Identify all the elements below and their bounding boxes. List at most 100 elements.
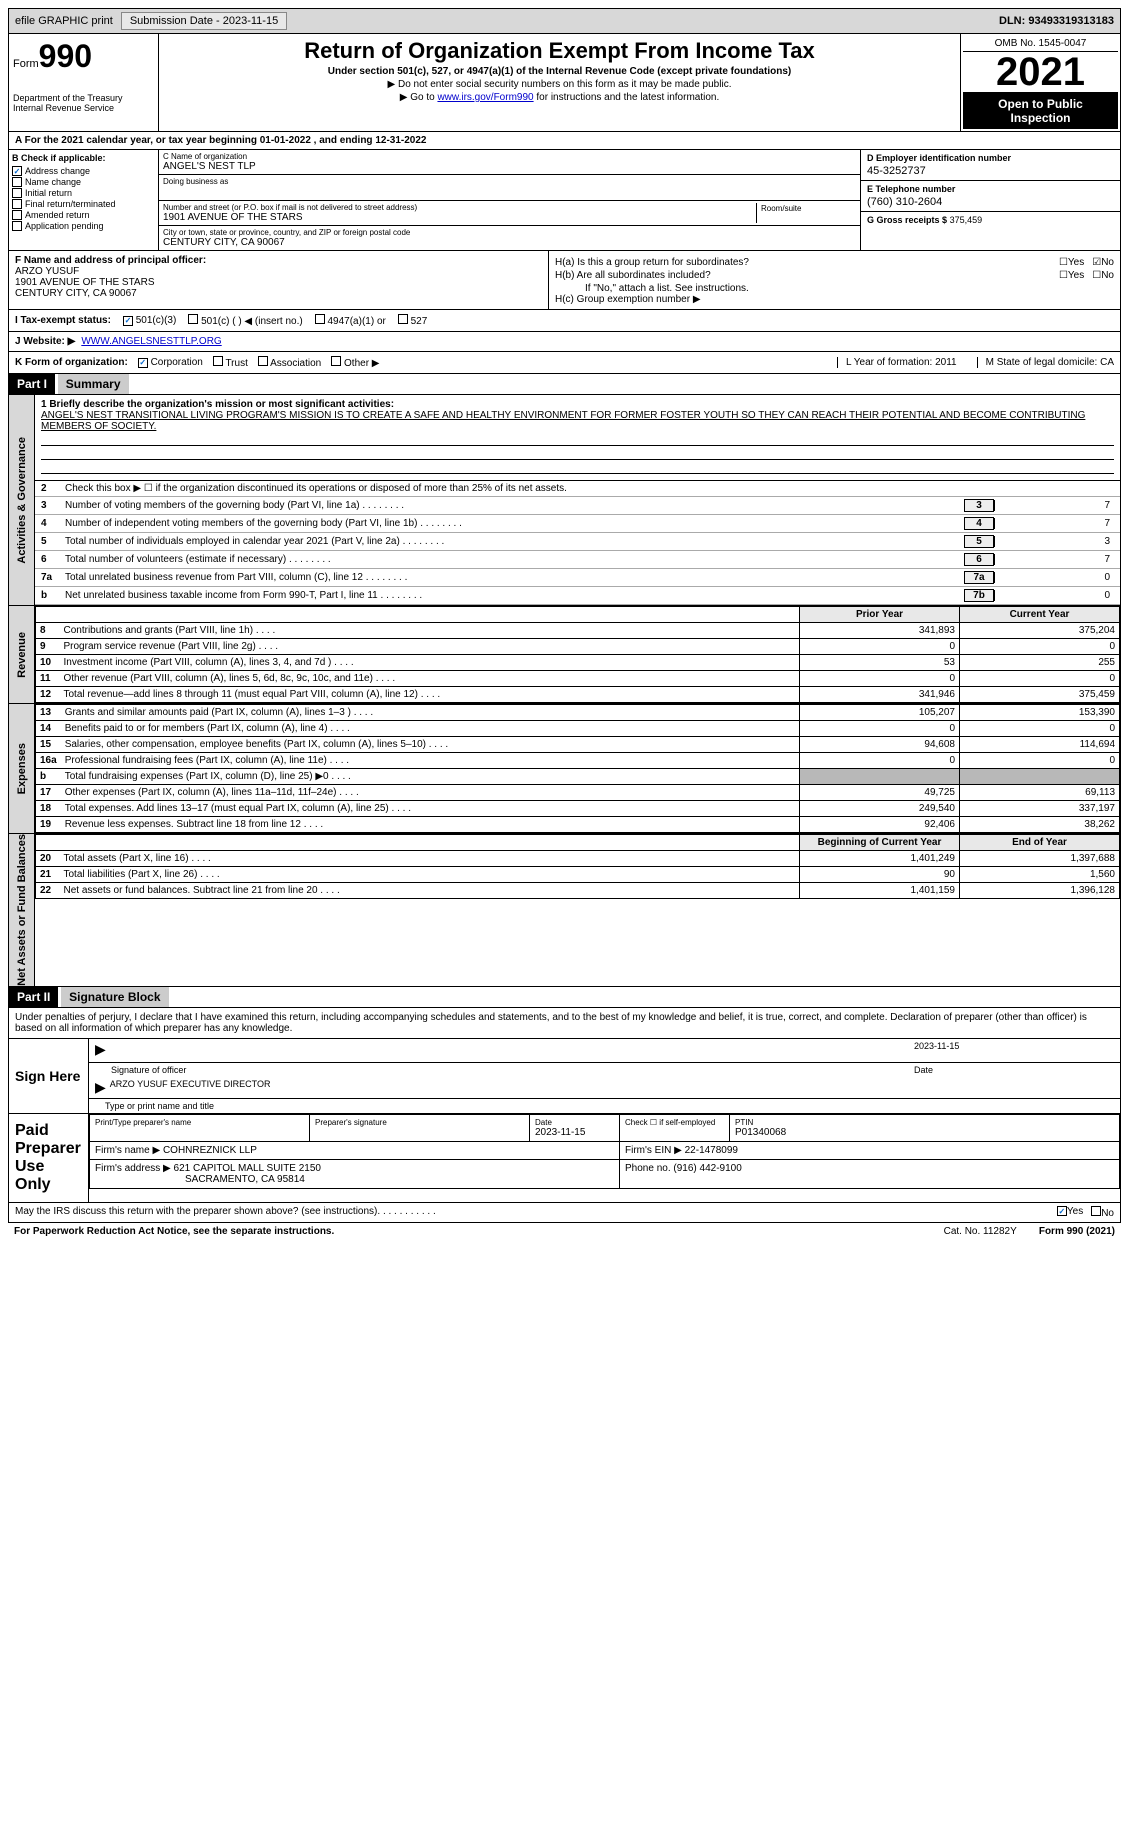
current-value: 1,560 [960,867,1120,883]
signature-block: Under penalties of perjury, I declare th… [8,1008,1121,1203]
mission-text: ANGEL'S NEST TRANSITIONAL LIVING PROGRAM… [41,410,1114,432]
line-number: 4 [41,518,65,529]
prior-value: 249,540 [800,801,960,817]
col-end: End of Year [960,835,1120,851]
line-text: Total expenses. Add lines 13–17 (must eq… [61,801,800,817]
tax-year: 2021 [963,52,1118,93]
sig-date: 2023-11-15 [914,1041,1114,1060]
line-value: 7 [994,518,1114,529]
form-prefix: Form [13,58,39,70]
room-label: Room/suite [761,204,801,213]
ptin-label: PTIN [735,1118,1114,1127]
col-current: Current Year [960,607,1120,623]
line-number: 6 [41,554,65,565]
current-value: 0 [960,753,1120,769]
prior-value: 90 [800,867,960,883]
public-inspection: Open to Public Inspection [963,93,1118,129]
line-text: Total unrelated business revenue from Pa… [65,572,960,583]
current-value: 153,390 [960,705,1120,721]
line-box: 3 [964,499,994,512]
discuss-no[interactable] [1091,1206,1101,1216]
check-trust[interactable] [213,356,223,366]
prep-name-label: Print/Type preparer's name [95,1118,304,1127]
governance-section: Activities & Governance 1 Briefly descri… [8,395,1121,606]
line-text: Net assets or fund balances. Subtract li… [60,883,800,899]
check-amended[interactable] [12,210,22,220]
check-initial-return[interactable] [12,188,22,198]
current-value: 114,694 [960,737,1120,753]
discuss-text: May the IRS discuss this return with the… [15,1206,377,1219]
discuss-yes[interactable]: ✓ [1057,1206,1067,1216]
line-number: 15 [36,737,61,753]
check-501c3[interactable]: ✓ [123,316,133,326]
prior-value: 341,893 [800,623,960,639]
irs-link[interactable]: www.irs.gov/Form990 [437,92,533,103]
line-box: 5 [964,535,994,548]
city-value: CENTURY CITY, CA 90067 [163,237,856,248]
col-prior: Prior Year [800,607,960,623]
check-527[interactable] [398,314,408,324]
check-app-pending[interactable] [12,221,22,231]
check-501c[interactable] [188,314,198,324]
firm-addr-label: Firm's address ▶ [95,1163,171,1174]
form-number: 990 [39,38,92,74]
org-name-label: C Name of organization [163,152,856,161]
hb-label: H(b) Are all subordinates included? [555,270,711,281]
website-link[interactable]: WWW.ANGELSNESTTLP.ORG [81,336,221,347]
net-assets-section: Net Assets or Fund Balances Beginning of… [8,834,1121,987]
firm-ein: 22-1478099 [685,1145,738,1156]
revenue-section: Revenue Prior YearCurrent Year 8Contribu… [8,606,1121,704]
line-number: 20 [36,851,60,867]
prior-value: 0 [800,671,960,687]
line-text: Net unrelated business taxable income fr… [65,590,960,601]
side-expenses: Expenses [16,743,28,794]
line-number: 22 [36,883,60,899]
line-number: 3 [41,500,65,511]
current-value: 337,197 [960,801,1120,817]
submission-date-button[interactable]: Submission Date - 2023-11-15 [121,12,287,30]
line-number: 18 [36,801,61,817]
form-header: Form990 Department of the Treasury Inter… [8,34,1121,132]
officer-addr1: 1901 AVENUE OF THE STARS [15,277,542,288]
col-begin: Beginning of Current Year [800,835,960,851]
part1-header: Part I [9,374,55,394]
line-number: b [41,590,65,601]
ptin-value: P01340068 [735,1127,1114,1138]
current-value: 375,459 [960,687,1120,703]
expenses-section: Expenses 13Grants and similar amounts pa… [8,704,1121,834]
check-corp[interactable]: ✓ [138,358,148,368]
part2-title: Signature Block [61,987,168,1007]
current-value: 0 [960,671,1120,687]
current-value: 375,204 [960,623,1120,639]
prior-value: 0 [800,753,960,769]
footer-line: For Paperwork Reduction Act Notice, see … [8,1223,1121,1240]
calendar-year-line: A For the 2021 calendar year, or tax yea… [8,132,1121,150]
check-final-return[interactable] [12,199,22,209]
check-assoc[interactable] [258,356,268,366]
line-text: Total number of volunteers (estimate if … [65,554,960,565]
note2-pre: ▶ Go to [400,92,438,103]
line-text: Grants and similar amounts paid (Part IX… [61,705,800,721]
line-text: Benefits paid to or for members (Part IX… [61,721,800,737]
line-text: Revenue less expenses. Subtract line 18 … [61,817,800,833]
arrow-icon: ▶ [95,1079,106,1096]
line-text: Total fundraising expenses (Part IX, col… [61,769,800,785]
check-name-change[interactable] [12,177,22,187]
form-note1: ▶ Do not enter social security numbers o… [163,79,956,90]
check-4947[interactable] [315,314,325,324]
form-of-org-row: K Form of organization: ✓ Corporation Tr… [8,352,1121,374]
form-footer: Form 990 (2021) [1039,1226,1115,1237]
line-value: 3 [994,536,1114,547]
dept-label: Department of the Treasury [13,93,154,103]
prep-sig-label: Preparer's signature [315,1118,524,1127]
org-name: ANGEL'S NEST TLP [163,161,856,172]
officer-name: ARZO YUSUF [15,266,542,277]
arrow-icon: ▶ [95,1041,106,1060]
line-number: 8 [36,623,60,639]
check-address-change[interactable]: ✓ [12,166,22,176]
tel-value: (760) 310-2604 [867,196,1114,208]
line-number: 19 [36,817,61,833]
check-other[interactable] [331,356,341,366]
sign-here-label: Sign Here [9,1039,89,1113]
dba-label: Doing business as [163,177,856,186]
